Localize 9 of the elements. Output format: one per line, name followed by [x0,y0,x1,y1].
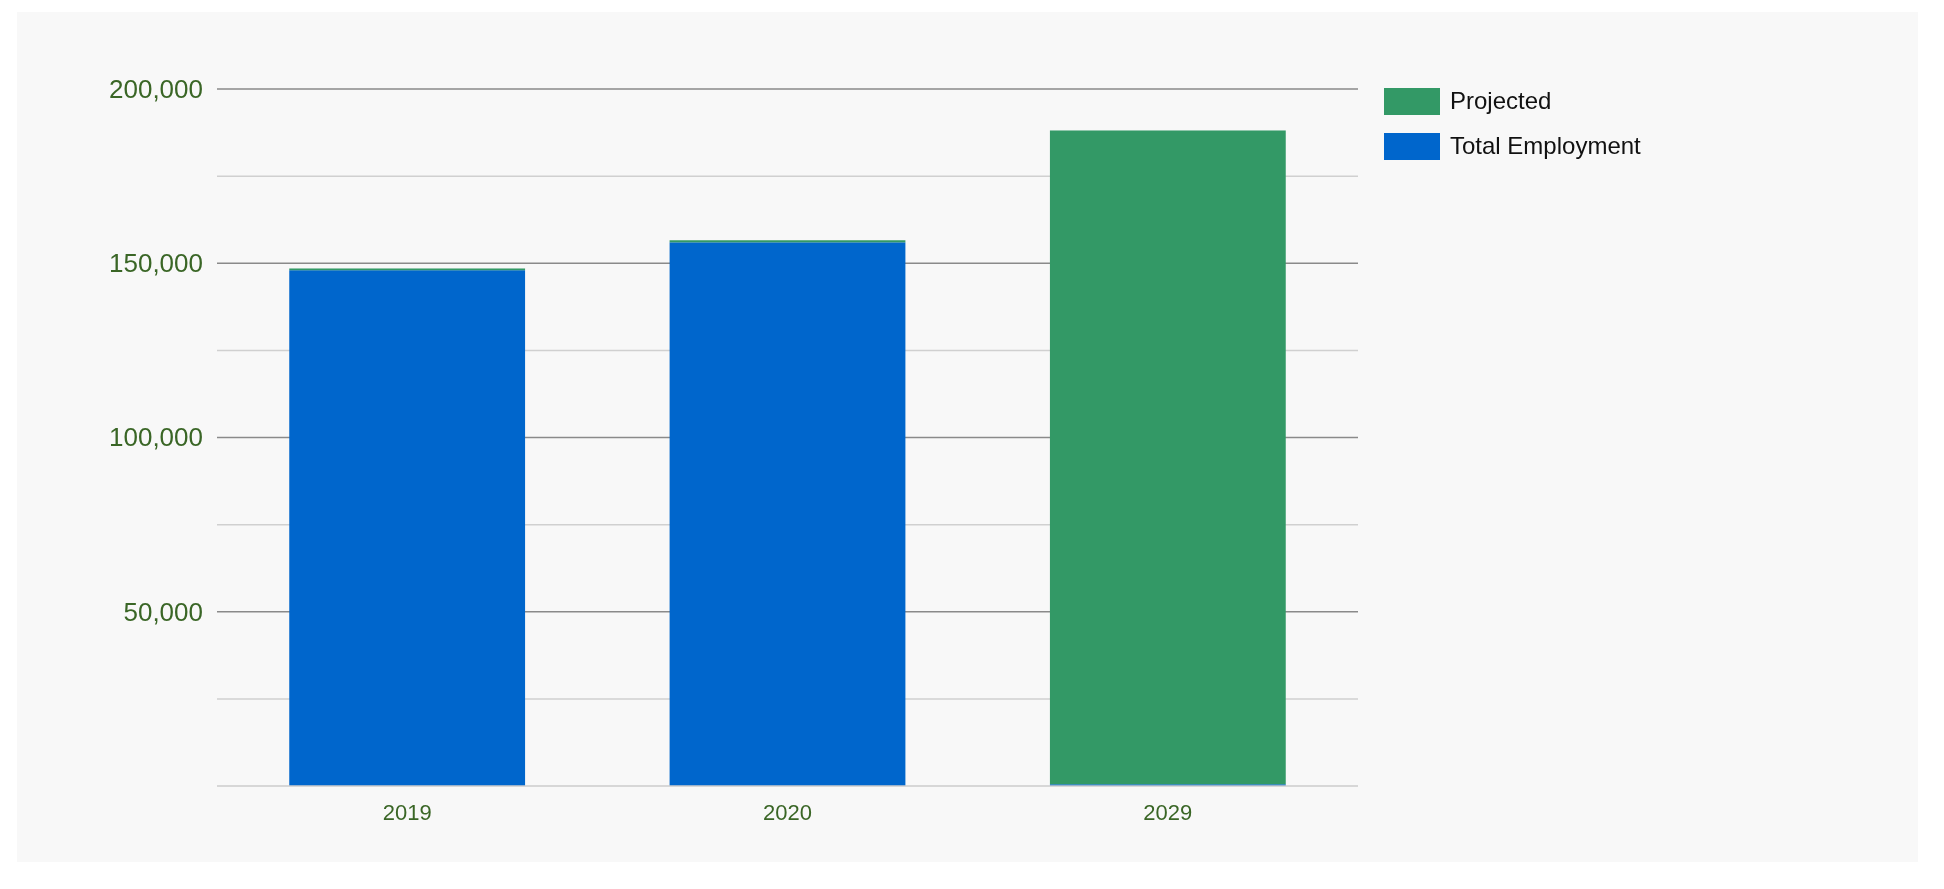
x-tick-label: 2020 [763,799,812,825]
y-tick-label: 200,000 [109,73,203,104]
y-tick-label: 50,000 [123,596,203,627]
x-tick-label: 2019 [382,799,432,825]
x-tick-label: 2029 [1143,799,1193,825]
legend-label: Projected [1450,87,1552,114]
legend-label: Total Employment [1450,132,1642,159]
y-tick-label: 100,000 [109,422,203,453]
y-tick-label: 150,000 [109,248,203,279]
